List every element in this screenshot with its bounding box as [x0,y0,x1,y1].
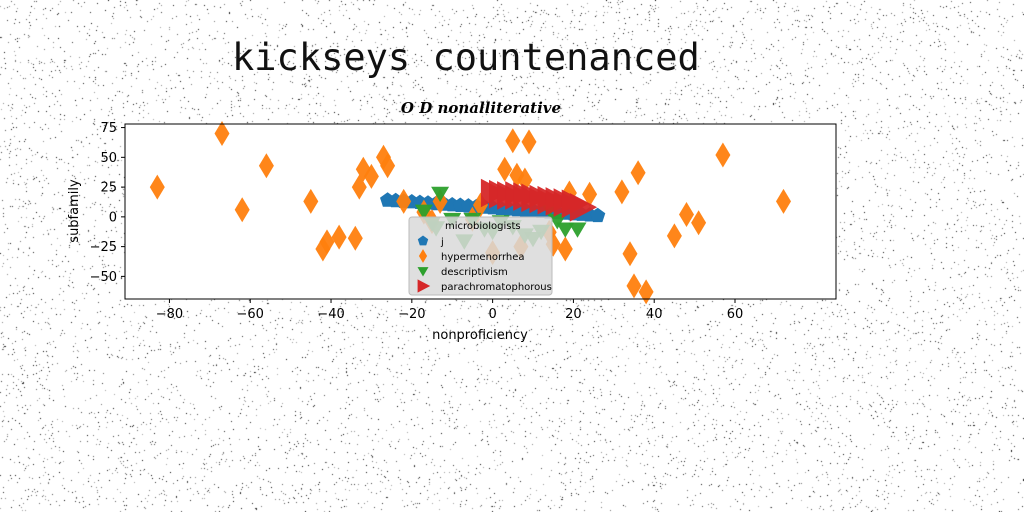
legend-box [408,216,553,296]
legend-marker-parachromatophorous [417,279,431,293]
data-point [396,188,412,214]
data-point [568,222,587,238]
x-tick-label: 0 [488,307,496,322]
x-tick-label: 60 [727,307,744,322]
legend-label: hypermenorrhea [441,252,525,263]
axes-frame [124,123,837,300]
data-point [214,121,230,146]
y-tick-label: 0 [109,210,117,225]
data-point [691,210,707,236]
data-point [319,229,335,255]
data-point [431,186,450,202]
data-point [517,167,533,193]
data-point [622,241,638,267]
x-tick-label: 20 [565,307,582,322]
series-parachromatophorous [480,178,598,222]
data-point [582,181,598,207]
data-point [505,128,521,154]
data-point [363,163,379,189]
y-tick-label: −25 [90,240,117,255]
legend-title: microbiologists [445,221,521,232]
legend-marker-descriptivism [417,267,429,277]
page-title: kickseys countenanced [232,36,700,79]
axes: −80 −60 −40 −20 0 20 40 60 75 50 25 0 −25 −50 [90,121,837,322]
data-point [556,222,575,238]
x-tick-label: 40 [646,307,663,322]
y-tick-label: −50 [90,270,117,285]
legend-label: j [440,237,444,248]
data-point [258,153,274,179]
legend-label: parachromatophorous [441,282,552,293]
data-point [569,193,598,222]
x-tick-label: −20 [398,307,425,322]
chart-title: O D nonalliterative [401,99,561,117]
data-point [347,225,363,251]
plot-area [125,121,836,305]
data-point [331,224,347,250]
data-point [414,204,433,220]
data-point [590,207,606,223]
data-point [557,236,573,262]
x-axis-label: nonproficiency [432,328,528,343]
legend-marker-j [417,235,429,246]
x-tick-label: −80 [156,307,183,322]
data-point [497,156,513,182]
data-point [776,188,791,214]
legend-marker-hypermenorrhea [418,249,428,263]
data-point [626,273,642,299]
x-tick-label: −40 [317,307,344,322]
data-point [149,174,165,200]
data-point [630,160,646,186]
data-point [679,202,694,227]
y-axis-label: subfamily [67,179,82,243]
data-point [521,129,537,155]
data-point [715,142,731,168]
y-tick-label: 50 [100,151,117,166]
data-point [614,179,630,205]
y-tick-label: 75 [100,121,117,136]
data-point [303,188,319,214]
data-point [380,153,396,179]
y-tick-label: 25 [100,181,117,196]
data-point [666,223,682,249]
data-point [638,279,654,305]
x-tick-label: −60 [237,307,264,322]
data-point [234,197,250,223]
legend-label: descriptivism [441,267,508,278]
